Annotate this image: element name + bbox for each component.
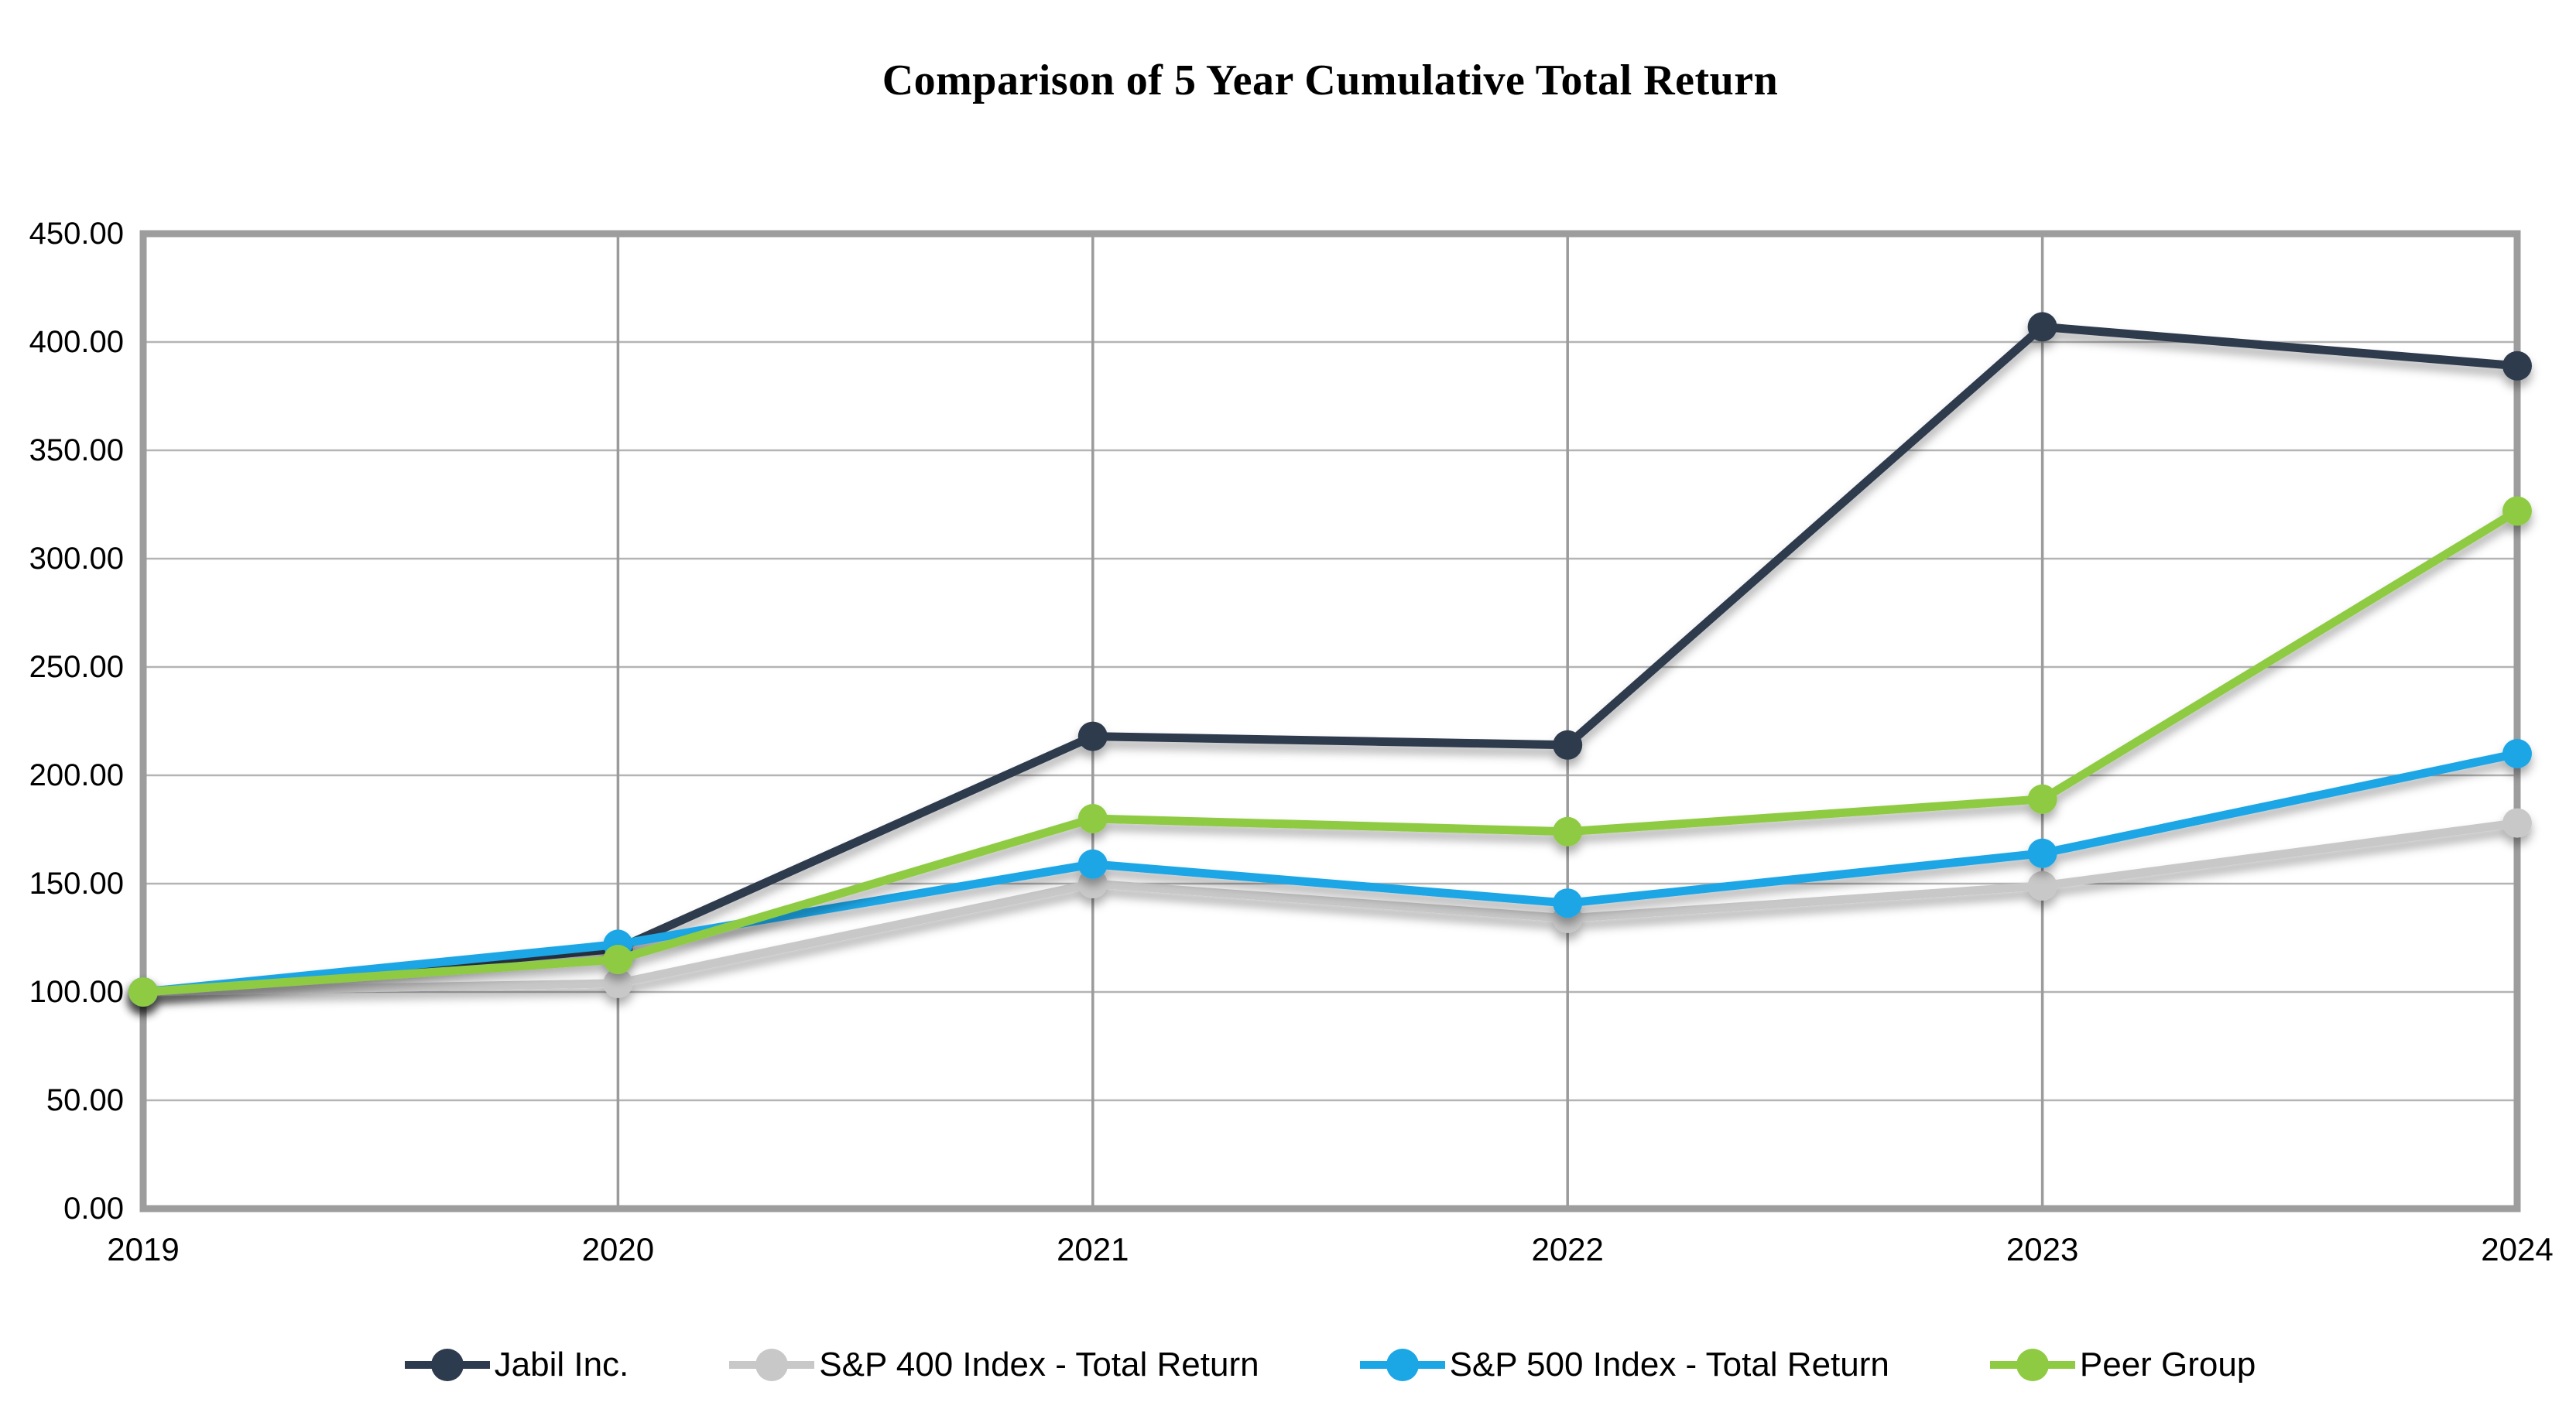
x-tick-label: 2024 [2481,1231,2554,1267]
legend-marker-icon [1359,1349,1445,1381]
data-point-jabil-inc-2021 [1077,721,1108,751]
legend-item-peer-group: Peer Group [1989,1345,2256,1385]
data-point-peer-group-2020 [603,945,633,974]
x-tick-label: 2020 [581,1231,655,1267]
data-point-s-p-500-index-total-return-2023 [2027,838,2057,868]
series-line-jabil-inc [139,322,2522,997]
y-tick-label: 250.00 [29,650,124,684]
series-peer-group [128,496,2532,1007]
x-tick-label: 2019 [107,1231,180,1267]
data-point-s-p-500-index-total-return-2024 [2502,739,2532,768]
legend-marker-icon [729,1349,815,1381]
data-point-s-p-400-index-total-return-2023 [2027,870,2057,901]
data-point-jabil-inc-2023 [2027,312,2057,342]
legend-label: S&P 400 Index - Total Return [819,1346,1259,1384]
data-point-peer-group-2019 [128,977,158,1007]
y-tick-label: 100.00 [29,975,124,1009]
plot-border [139,230,2521,1212]
y-tick-label: 400.00 [29,325,124,359]
legend-marker-icon [1989,1349,2075,1381]
data-point-s-p-500-index-total-return-2021 [1077,849,1108,879]
series-line-s-p-400-index-total-return [139,819,2522,997]
y-tick-label: 50.00 [46,1083,124,1117]
data-point-peer-group-2022 [1553,816,1583,847]
series-s-p-400-index-total-return [128,808,2532,1007]
legend-marker-icon [404,1349,490,1381]
legend-item-jabil-inc: Jabil Inc. [404,1345,629,1385]
legend-item-s-p-500-index-total-return: S&P 500 Index - Total Return [1359,1345,1889,1385]
data-point-peer-group-2021 [1077,804,1108,833]
x-tick-label: 2023 [2006,1231,2079,1267]
data-point-jabil-inc-2024 [2502,351,2532,381]
series-line-s-p-500-index-total-return [139,749,2522,997]
data-point-s-p-500-index-total-return-2022 [1553,888,1583,918]
data-point-s-p-400-index-total-return-2024 [2502,808,2532,838]
legend: Jabil Inc. S&P 400 Index - Total Return S&… [143,1345,2517,1385]
chart-title: Comparison of 5 Year Cumulative Total Re… [882,56,1779,104]
y-tick-label: 450.00 [29,217,124,251]
y-tick-label: 300.00 [29,542,124,576]
series-line-peer-group [139,506,2522,997]
legend-label: Peer Group [2079,1346,2256,1384]
data-point-peer-group-2024 [2502,496,2532,526]
legend-label: S&P 500 Index - Total Return [1449,1346,1889,1384]
y-tick-label: 200.00 [29,758,124,792]
data-point-jabil-inc-2022 [1553,730,1583,760]
x-tick-label: 2022 [1531,1231,1604,1267]
x-tick-label: 2021 [1057,1231,1129,1267]
y-tick-label: 350.00 [29,433,124,467]
y-tick-label: 150.00 [29,867,124,901]
legend-label: Jabil Inc. [494,1346,629,1384]
y-tick-label: 0.00 [63,1192,124,1226]
legend-item-s-p-400-index-total-return: S&P 400 Index - Total Return [729,1345,1259,1385]
data-point-peer-group-2023 [2027,784,2057,814]
data-point-s-p-400-index-total-return-2020 [603,968,633,998]
